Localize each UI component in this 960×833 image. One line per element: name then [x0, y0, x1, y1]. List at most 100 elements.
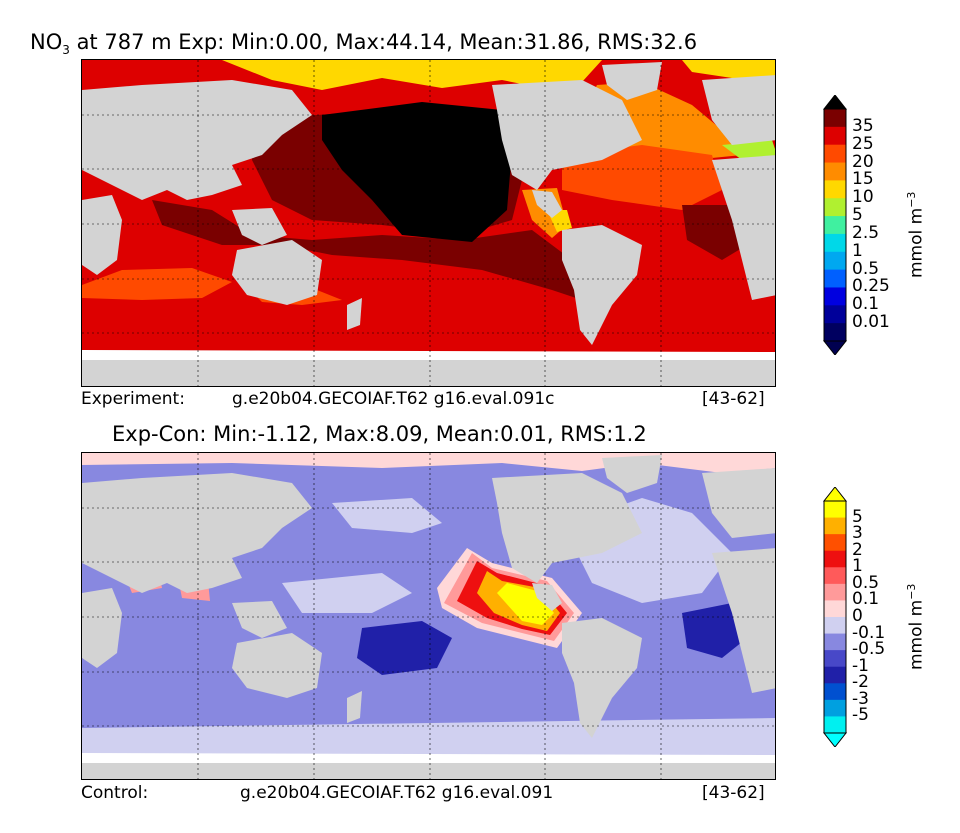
top-footer-label: Experiment:	[81, 389, 185, 409]
bottom-equatorial-light	[282, 573, 412, 613]
top-land-australia	[232, 240, 322, 305]
bottom-colorbar-tick-label: 5	[852, 506, 863, 527]
top-east-atlantic-deep	[682, 205, 747, 260]
top-land-antarctica	[82, 360, 775, 386]
title-subscript: 3	[62, 43, 70, 58]
bottom-land-nz	[347, 691, 362, 723]
bottom-unit-main: mmol m	[906, 599, 927, 670]
top-graticule	[82, 60, 775, 386]
top-tropical-deep-band	[152, 200, 582, 300]
bottom-land-africa	[712, 548, 775, 693]
bottom-colorbar-tick-label: 3	[852, 523, 863, 544]
bottom-colorbar-tick-label: -1	[852, 655, 869, 676]
top-colorbar-swatch	[824, 109, 846, 128]
top-footer-case: g.e20b04.GECOIAF.T62 g16.eval.091c	[232, 389, 555, 409]
top-colorbar-tick-label: 20	[852, 151, 874, 172]
top-south-indian-orange	[82, 268, 232, 300]
top-colorbar-swatch	[824, 269, 846, 288]
top-footer-years: [43-62]	[702, 389, 765, 409]
top-unit-main: mmol m	[906, 207, 927, 278]
bottom-arctic-pink	[82, 453, 775, 473]
bottom-land-africa-west	[82, 588, 122, 668]
top-colorbar-tick-label: 1	[852, 240, 863, 261]
bottom-north-pacific-light	[332, 498, 442, 533]
bottom-land-central-america	[532, 583, 562, 611]
bottom-east-pacific-yellow	[497, 583, 554, 625]
top-colorbar-swatch	[824, 198, 846, 217]
top-colorbar-unit: mmol m−3	[905, 192, 927, 278]
top-land-nz	[347, 298, 362, 330]
top-land-maritime	[232, 208, 287, 245]
bottom-colorbar-tick-label: 0	[852, 606, 863, 626]
bottom-land-north-america	[492, 473, 642, 583]
top-land-asia	[82, 80, 312, 200]
bottom-land-south-america	[562, 618, 642, 738]
bottom-land-europe	[702, 468, 775, 538]
top-mediterranean-green	[722, 140, 775, 160]
bottom-colorbar-tick-label: -5	[852, 705, 869, 726]
top-colorbar-swatch	[824, 251, 846, 271]
bottom-colorbar-tick-label: -2	[852, 672, 869, 693]
bottom-colorbar-swatch	[824, 633, 846, 651]
bottom-colorbar-swatch	[824, 534, 846, 552]
top-land-north-america	[492, 80, 642, 190]
top-colorbar-swatch	[824, 287, 846, 306]
top-land-africa-west	[82, 195, 122, 275]
top-colorbar-tick-label: 0.5	[852, 258, 880, 279]
bottom-colorbar-swatch	[824, 583, 846, 601]
top-colorbar-tick-label: 0.25	[852, 276, 890, 297]
top-colorbar-svg	[822, 94, 848, 356]
bottom-map	[81, 452, 776, 780]
bottom-map-svg	[82, 453, 775, 779]
title-species: NO	[30, 30, 63, 54]
top-panel-title: NO3 at 787 m Exp: Min:0.00, Max:44.14, M…	[30, 30, 697, 57]
top-atlantic-mid	[562, 145, 722, 210]
bottom-footer-label: Control:	[81, 783, 149, 803]
bottom-colorbar-tick-label: 0.5	[852, 572, 880, 593]
top-colorbar-swatch	[824, 162, 846, 181]
top-colorbar-swatch	[824, 216, 846, 235]
bottom-colorbar-tick-label: 1	[852, 556, 863, 577]
top-land-south-america	[562, 225, 642, 345]
top-colorbar-tick-label: 15	[852, 169, 874, 190]
bottom-land-maritime	[232, 601, 287, 638]
top-colorbar-tick-label: 25	[852, 133, 874, 154]
top-colorbar-tick-label: 0.01	[852, 312, 890, 333]
bottom-graticule	[82, 453, 775, 779]
bottom-colorbar-swatch	[824, 683, 846, 701]
bottom-colorbar	[820, 486, 850, 751]
bottom-land-asia	[82, 473, 312, 593]
top-antarctic-ice	[82, 350, 775, 360]
top-land-central-america	[532, 190, 562, 218]
bottom-colorbar-tick-label: -0.1	[852, 622, 886, 643]
bottom-land-antarctica	[82, 763, 775, 779]
top-unit-exp: −3	[905, 191, 918, 208]
top-colorbar-tick-label: 0.1	[852, 294, 880, 315]
bottom-unit-exp: −3	[905, 583, 918, 600]
bottom-colorbar-over-arrow	[822, 486, 848, 502]
bottom-colorbar-swatch	[824, 550, 846, 568]
top-land-greenland	[602, 62, 662, 100]
title-stats: at 787 m Exp: Min:0.00, Max:44.14, Mean:…	[69, 30, 698, 54]
bottom-colorbar-swatch	[824, 716, 846, 734]
bottom-colorbar-tick-label: -3	[852, 688, 869, 709]
top-colorbar-swatch	[824, 323, 846, 342]
bottom-colorbar-tick-label: 2	[852, 539, 863, 560]
top-pacific-max	[322, 102, 512, 242]
top-colorbar-swatch	[824, 305, 846, 324]
bottom-colorbar-swatch	[824, 666, 846, 684]
bottom-land-australia	[232, 633, 322, 698]
top-land-africa	[712, 155, 775, 300]
bottom-panel-title: Exp-Con: Min:-1.12, Max:8.09, Mean:0.01,…	[112, 422, 647, 446]
bottom-footer-case: g.e20b04.GECOIAF.T62 g16.eval.091	[240, 783, 554, 803]
top-colorbar-over-arrow	[822, 94, 848, 110]
bottom-south-pacific-dark	[357, 621, 452, 675]
bottom-colorbar-swatch	[824, 600, 846, 618]
top-colorbar-under-arrow	[822, 340, 848, 356]
top-map-svg	[82, 60, 775, 386]
top-colorbar-swatch	[824, 180, 846, 199]
top-colorbar-tick-label: 35	[852, 115, 874, 136]
bottom-colorbar-unit: mmol m−3	[905, 584, 927, 670]
bottom-antarctic-ice	[82, 753, 775, 763]
bottom-colorbar-under-arrow	[822, 732, 848, 748]
